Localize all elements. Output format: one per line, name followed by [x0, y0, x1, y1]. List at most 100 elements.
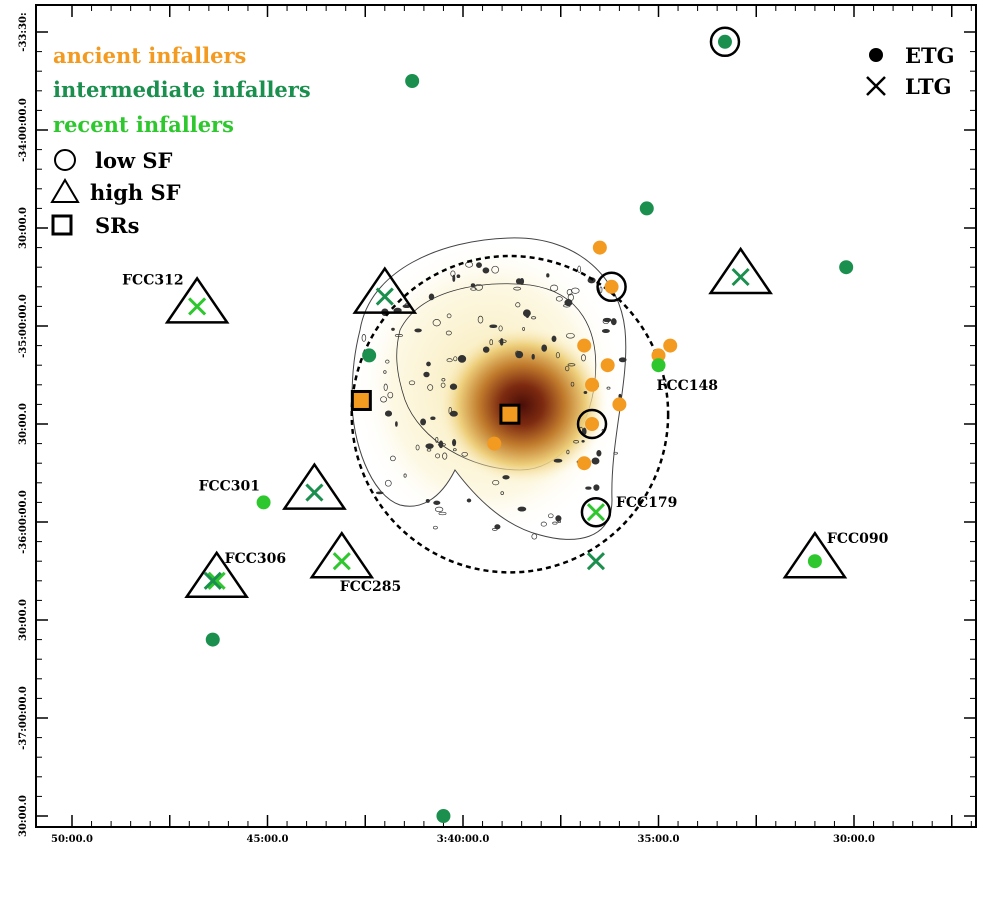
x-tick-label: 35:00.0 [638, 834, 680, 845]
xray-emission-map [351, 237, 627, 540]
etg-galaxy-point [651, 358, 666, 373]
y-tick-label: 30:00.0 [18, 207, 29, 249]
legend-intermediate-infallers: intermediate infallers [53, 77, 311, 102]
xray-speck [435, 453, 441, 459]
xray-speck [449, 383, 458, 390]
xray-speck [442, 452, 448, 460]
legend-high-sf: high SF [90, 180, 181, 205]
xray-speck [519, 277, 525, 285]
xray-speck [551, 335, 557, 342]
xray-speck [531, 353, 535, 360]
x-tick-label: 45:00.0 [247, 834, 289, 845]
legend-etg: ETG [905, 43, 955, 68]
xray-speck [441, 378, 446, 382]
galaxy-label: FCC148 [657, 378, 718, 394]
xray-speck [531, 316, 537, 320]
xray-speck [375, 491, 384, 495]
legend-morphology: ETG LTG [866, 43, 955, 99]
etg-galaxy-point [604, 279, 619, 294]
xray-speck [613, 451, 618, 455]
xray-speck [428, 293, 435, 301]
etg-galaxy-point [807, 554, 822, 569]
xray-speck [513, 286, 522, 291]
galaxy-label: FCC179 [616, 495, 677, 511]
ltg-galaxy-point [332, 552, 351, 571]
xray-speck [476, 262, 482, 268]
y-tick-label: -33:30: [18, 12, 29, 51]
xray-speck [425, 443, 434, 449]
xray-speck [566, 449, 570, 455]
xray-speck [583, 391, 588, 394]
xray-speck [438, 511, 447, 516]
xray-speck [434, 506, 444, 513]
xray-speck [573, 440, 579, 444]
xray-speck [384, 410, 393, 417]
etg-galaxy-point [663, 338, 678, 353]
xray-speck [567, 293, 574, 302]
etg-galaxy-point [600, 358, 615, 373]
galaxy-label: FCC312 [122, 272, 183, 288]
xray-speck [452, 448, 457, 452]
low-sf-circle [580, 496, 612, 528]
xray-speck [550, 284, 559, 292]
sr-square [499, 403, 521, 425]
galaxy-labels: FCC148 FCC301 FCC090 FCC312 FCC179 FCC285 FCC3… [122, 272, 888, 595]
high-sf-triangle [309, 530, 375, 579]
xray-speck [482, 267, 490, 274]
xray-speck [423, 371, 430, 378]
galaxy-label: FCC301 [199, 478, 260, 494]
high-sf-triangle [782, 530, 848, 579]
legend-srs: SRs [95, 213, 139, 238]
etg-galaxy-point [487, 436, 502, 451]
ltg-galaxy-point [305, 483, 324, 502]
xray-speck [565, 365, 570, 372]
xray-speck [492, 528, 498, 531]
xray-speck [555, 296, 563, 302]
etg-galaxy-point [839, 260, 854, 275]
legend-recent-infallers: recent infallers [53, 112, 234, 137]
galaxy-label: FCC306 [225, 551, 286, 567]
xray-speck [606, 386, 611, 390]
xray-speck [384, 479, 392, 487]
etg-dot-icon [869, 48, 883, 62]
xray-speck [435, 436, 439, 443]
xray-speck [546, 273, 550, 278]
xray-speck [383, 383, 388, 391]
xray-speck [433, 525, 438, 530]
high-sf-triangle [708, 246, 773, 295]
x-tick-label: 50:00.0 [51, 834, 93, 845]
xray-speck [570, 381, 575, 387]
xray-speck [440, 382, 446, 388]
xray-speck [515, 350, 524, 359]
xray-speck [452, 274, 456, 282]
xray-speck [581, 439, 585, 443]
xray-speck [394, 334, 403, 337]
high-sf-triangle [164, 276, 230, 324]
xray-speck [571, 287, 580, 294]
xray-speck [566, 332, 575, 339]
xray-speck [593, 484, 600, 491]
xray-speck [500, 491, 504, 495]
xray-speck [426, 361, 431, 367]
xray-speck [610, 318, 617, 326]
xray-speck [461, 451, 468, 457]
xray-speck [489, 339, 493, 346]
xray-speck [581, 354, 586, 362]
xray-speck [383, 370, 387, 374]
etg-galaxy-point [577, 456, 592, 471]
xray-speck [438, 440, 444, 449]
axis-ticks: 50:00.0 45:00.0 3:40:00.0 35:00.0 30:00.0 -33… [18, 5, 976, 845]
etg-galaxy-point [639, 201, 654, 216]
xray-speck [553, 458, 563, 463]
xray-speck [466, 498, 472, 503]
xray-speck [552, 521, 558, 525]
galaxy-label: FCC285 [340, 579, 401, 595]
xray-speck [427, 384, 434, 391]
xray-speck [420, 418, 427, 426]
low-sf-circle [576, 408, 608, 440]
xray-speck [555, 515, 562, 522]
y-tick-label: -35:00:00.0 [18, 294, 29, 358]
xray-speck [515, 302, 521, 308]
x-tick-label: 3:40:00.0 [437, 834, 490, 845]
high-sf-triangle-icon [50, 178, 80, 203]
